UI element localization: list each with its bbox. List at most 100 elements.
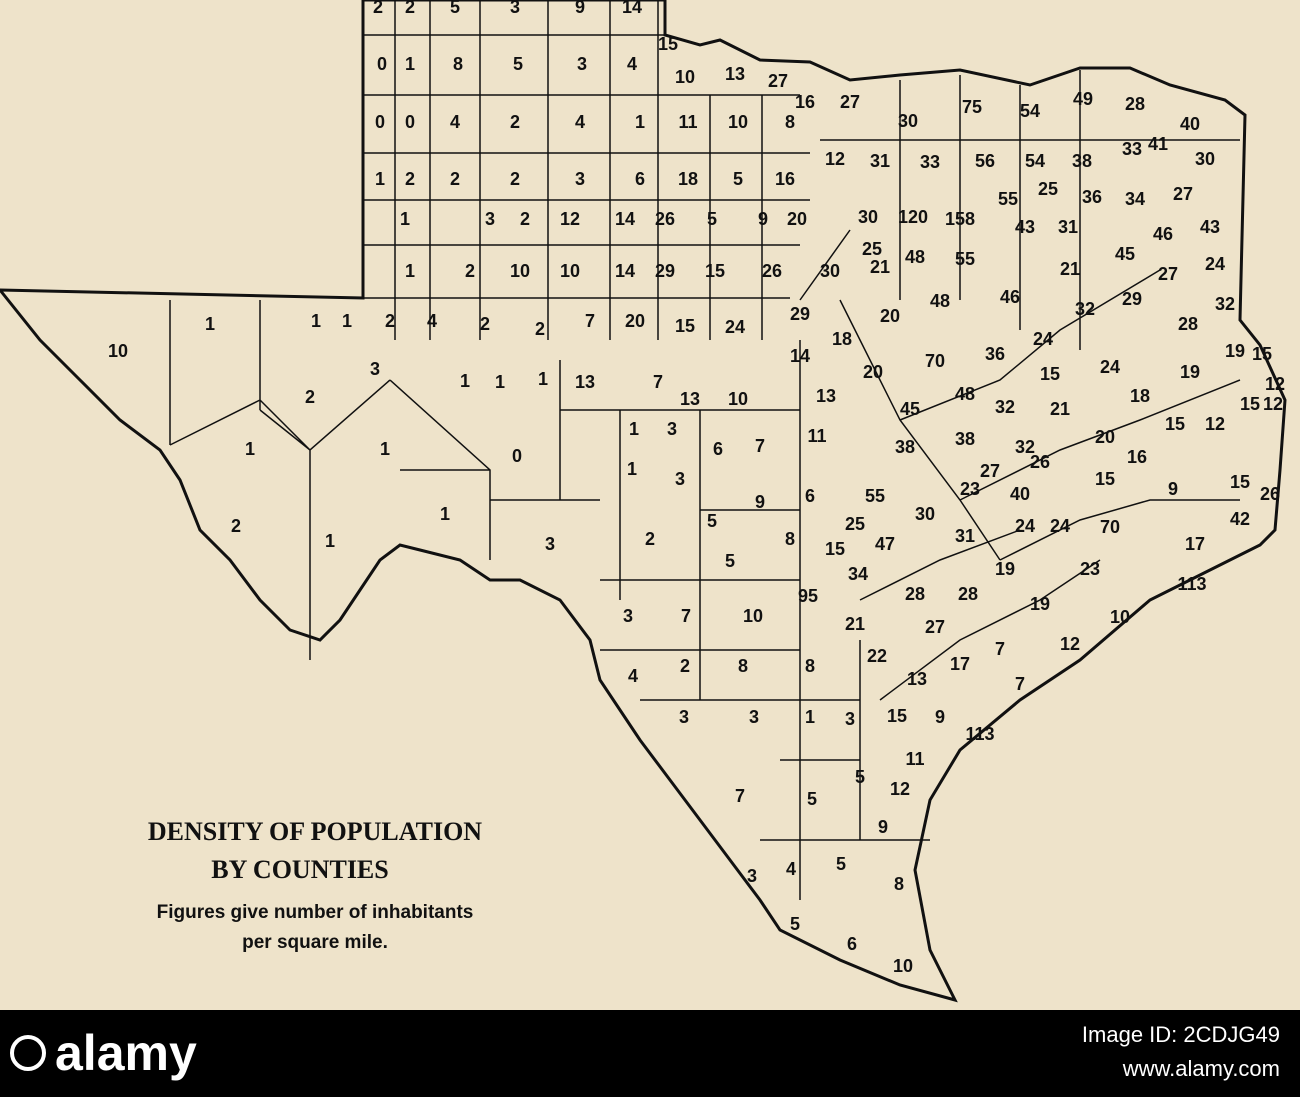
county-density: 32: [1075, 299, 1095, 319]
county-density: 9: [575, 0, 585, 17]
county-density: 31: [870, 151, 890, 171]
county-density: 3: [577, 54, 587, 74]
county-density: 2: [510, 169, 520, 189]
county-density: 16: [775, 169, 795, 189]
county-density: 24: [1205, 254, 1225, 274]
county-density: 1: [627, 459, 637, 479]
county-density: 20: [863, 362, 883, 382]
county-density: 1: [400, 209, 410, 229]
county-density: 20: [880, 306, 900, 326]
county-density: 36: [1082, 187, 1102, 207]
title: DENSITY OF POPULATION: [148, 817, 482, 846]
county-density: 32: [1215, 294, 1235, 314]
county-density: 25: [845, 514, 865, 534]
note: Figures give number of inhabitants: [157, 902, 474, 923]
county-density: 10: [560, 261, 580, 281]
county-density: 5: [836, 854, 846, 874]
county-density: 27: [925, 617, 945, 637]
county-density: 30: [820, 261, 840, 281]
county-density: 29: [790, 304, 810, 324]
county-density: 10: [675, 67, 695, 87]
county-density: 10: [743, 606, 763, 626]
county-density: 12: [1265, 374, 1285, 394]
county-density: 15: [705, 261, 725, 281]
county-density: 25: [1038, 179, 1058, 199]
county-density: 3: [747, 866, 757, 886]
county-density: 18: [832, 329, 852, 349]
county-density: 29: [1122, 289, 1142, 309]
county-density: 14: [622, 0, 642, 17]
county-density: 26: [1260, 484, 1280, 504]
county-density: 41: [1148, 134, 1168, 154]
county-density: 15: [1165, 414, 1185, 434]
county-density: 27: [1173, 184, 1193, 204]
county-density: 31: [955, 526, 975, 546]
county-density: 19: [995, 559, 1015, 579]
county-density: 1: [440, 504, 450, 524]
county-density: 24: [1015, 516, 1035, 536]
county-density: 6: [635, 169, 645, 189]
county-density: 24: [725, 317, 745, 337]
county-density: 15: [1095, 469, 1115, 489]
county-density: 158: [945, 209, 975, 229]
county-density: 16: [795, 92, 815, 112]
watermark-brand: alamy: [55, 1025, 197, 1081]
county-density: 33: [920, 152, 940, 172]
county-density: 33: [1122, 139, 1142, 159]
county-density: 27: [1158, 264, 1178, 284]
county-density: 120: [898, 207, 928, 227]
county-density: 27: [980, 461, 1000, 481]
county-density: 1: [805, 707, 815, 727]
county-density: 26: [1030, 452, 1050, 472]
county-density: 12: [890, 779, 910, 799]
county-density: 3: [675, 469, 685, 489]
county-density: 3: [679, 707, 689, 727]
county-density: 26: [762, 261, 782, 281]
county-density: 10: [728, 389, 748, 409]
county-density: 7: [653, 372, 663, 392]
county-density: 2: [231, 516, 241, 536]
county-density: 24: [1033, 329, 1053, 349]
county-density: 70: [925, 351, 945, 371]
county-density: 10: [1110, 607, 1130, 627]
county-density: 1: [405, 261, 415, 281]
county-density: 18: [678, 169, 698, 189]
county-density: 2: [385, 311, 395, 331]
county-density: 11: [678, 112, 697, 132]
state-outline: [0, 0, 1287, 1003]
county-density: 9: [1168, 479, 1178, 499]
county-density: 70: [1100, 517, 1120, 537]
county-density: 8: [805, 656, 815, 676]
county-density: 2: [645, 529, 655, 549]
county-density: 3: [623, 606, 633, 626]
county-density: 8: [785, 529, 795, 549]
county-density: 5: [725, 551, 735, 571]
county-density: 55: [865, 486, 885, 506]
county-density: 20: [625, 311, 645, 331]
county-density: 14: [615, 209, 635, 229]
county-density: 2: [465, 261, 475, 281]
watermark-logo: [10, 1035, 46, 1071]
county-density: 3: [575, 169, 585, 189]
watermark-url: www.alamy.com: [1122, 1056, 1280, 1081]
county-density: 14: [790, 346, 810, 366]
county-density: 2: [535, 319, 545, 339]
county-density: 45: [900, 399, 920, 419]
county-density: 10: [728, 112, 748, 132]
county-density: 56: [975, 151, 995, 171]
county-density: 10: [510, 261, 530, 281]
county-density: 5: [513, 54, 523, 74]
county-density: 1: [405, 54, 415, 74]
county-density: 7: [585, 311, 595, 331]
county-density: 2: [680, 656, 690, 676]
county-density: 5: [733, 169, 743, 189]
county-density: 2: [305, 387, 315, 407]
county-density: 5: [807, 789, 817, 809]
county-density: 11: [807, 426, 826, 446]
county-density: 3: [845, 709, 855, 729]
county-density: 3: [749, 707, 759, 727]
county-density: 32: [995, 397, 1015, 417]
county-density: 48: [955, 384, 975, 404]
county-density: 24: [1050, 516, 1070, 536]
